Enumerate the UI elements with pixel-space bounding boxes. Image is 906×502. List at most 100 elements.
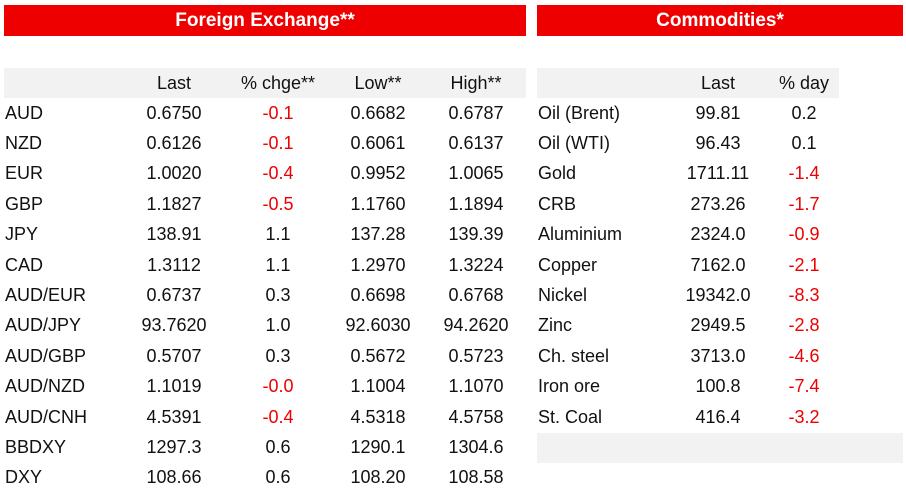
commodities-row-label: Nickel [538,285,588,306]
fx-row-label: NZD [5,133,42,154]
fx-row-low: 92.6030 [345,315,411,336]
fx-row: NZD 0.6126 -0.1 0.6061 0.6137 [4,128,526,159]
commodities-row-label: Zinc [538,315,573,336]
fx-row-last: 1.3112 [147,254,201,275]
fx-row-last: 1.1019 [146,376,202,397]
fx-row-low: 0.6698 [350,285,406,306]
commodities-row: Oil (WTI) 96.43 0.1 [537,128,839,159]
fx-row-label: GBP [5,193,44,214]
commodities-row-last: 100.8 [695,376,741,397]
fx-row-high: 0.5723 [448,345,504,366]
fx-row-high: 94.2620 [443,315,509,336]
commodities-row-chg: -2.8 [788,315,820,336]
fx-row-label: AUD/GBP [5,345,87,366]
commodities-row-chg: -4.6 [788,345,820,366]
commodities-row: Iron ore 100.8 -7.4 [537,371,839,402]
fx-row-last: 0.5707 [146,345,202,366]
fx-row-high: 0.6787 [448,102,504,123]
commodities-row-chg: -7.4 [788,376,820,397]
fx-row-chg: -0.1 [262,102,294,123]
fx-row-high: 0.6137 [448,133,504,154]
commodities-row: St. Coal 416.4 -3.2 [537,401,839,433]
fx-row-last: 138.91 [146,224,202,245]
fx-panel: Foreign Exchange** Last % chge** Low** H… [4,5,526,494]
fx-row-low: 0.6682 [350,102,406,123]
fx-row-high: 1.1070 [448,376,504,397]
commodities-panel: Commodities* Last % day Oil (Brent) 99.81… [537,5,903,463]
commodities-row: Nickel 19342.0 -8.3 [537,280,839,311]
commodities-row-label: Oil (Brent) [538,102,621,123]
commodities-row: CRB 273.26 -1.7 [537,189,839,220]
commodities-row-label: Copper [538,254,598,275]
fx-row: BBDXY 1297.3 0.6 1290.1 1304.6 [4,432,526,463]
fx-row-low: 0.6061 [350,133,406,154]
commodities-row-chg: -1.4 [788,163,820,184]
fx-row-low: 137.28 [350,224,406,245]
commodities-row-label: Gold [538,163,577,184]
fx-title: Foreign Exchange** [4,5,526,36]
commodities-row: Copper 7162.0 -2.1 [537,249,839,281]
fx-row-high: 1.1894 [448,193,504,214]
fx-row-last: 93.7620 [141,315,207,336]
commodities-row-label: CRB [538,193,577,214]
commodities-header-last: Last [700,72,736,93]
fx-row-last: 0.6737 [146,285,202,306]
fx-row-chg: -0.1 [262,133,294,154]
fx-row: AUD/GBP 0.5707 0.3 0.5672 0.5723 [4,341,526,372]
commodities-row: Zinc 2949.5 -2.8 [537,310,839,342]
fx-row: AUD 0.6750 -0.1 0.6682 0.6787 [4,98,526,129]
fx-header-label [4,68,122,98]
fx-row-high: 108.58 [448,467,504,488]
commodities-row-last: 96.43 [695,133,741,154]
fx-row-label: AUD [5,102,44,123]
fx-row-high: 0.6768 [448,285,504,306]
commodities-row-last: 273.26 [690,193,746,214]
commodities-row-chg: -8.3 [788,285,820,306]
fx-row-high: 4.5758 [448,406,504,427]
fx-row: DXY 108.66 0.6 108.20 108.58 [4,462,526,494]
fx-header-row: Last % chge** Low** High** [4,68,526,98]
fx-row-low: 1.1760 [350,193,406,214]
commodities-header-row: Last % day [537,68,839,98]
fx-row-label: JPY [5,224,39,245]
commodities-title: Commodities* [537,5,903,36]
commodities-row-last: 3713.0 [690,345,746,366]
fx-header-last: Last [156,72,192,93]
fx-row-low: 1290.1 [350,436,406,457]
fx-row-last: 1.1827 [146,193,202,214]
fx-row-last: 4.5391 [146,406,202,427]
fx-header-chg: % chge** [240,72,316,93]
commodities-row: Ch. steel 3713.0 -4.6 [537,341,839,372]
fx-row-last: 1297.3 [146,436,202,457]
fx-row: CAD 1.3112 1.1 1.2970 1.3224 [4,249,526,281]
fx-row: EUR 1.0020 -0.4 0.9952 1.0065 [4,158,526,190]
fx-row-high: 1.3224 [448,254,504,275]
fx-header-low: Low** [354,72,402,93]
fx-row-chg: 1.0 [265,315,291,336]
fx-header-high: High** [450,72,502,93]
fx-row-label: BBDXY [5,436,67,457]
commodities-row: Gold 1711.11 -1.4 [537,158,839,190]
commodities-row: Aluminium 2324.0 -0.9 [537,219,839,250]
commodities-row-label: Ch. steel [538,345,610,366]
commodities-body: Oil (Brent) 99.81 0.2 Oil (WTI) 96.43 0.1 Gold… [537,98,839,433]
fx-row-label: DXY [5,467,43,488]
fx-row-low: 0.9952 [350,163,406,184]
fx-row-label: AUD/EUR [5,285,87,306]
commodities-row-last: 19342.0 [685,285,751,306]
commodities-row-last: 99.81 [695,102,741,123]
fx-row-label: AUD/CNH [5,406,88,427]
fx-row-last: 108.66 [146,467,202,488]
fx-row-chg: 0.3 [265,345,291,366]
fx-row-chg: 0.3 [265,285,291,306]
fx-row-low: 0.5672 [350,345,406,366]
commodities-row-chg: -3.2 [788,406,820,427]
commodities-row-last: 7162.0 [690,254,746,275]
commodities-row-label: Iron ore [538,376,601,397]
commodities-footer-band [537,433,903,463]
fx-row-low: 4.5318 [350,406,406,427]
commodities-header-chg: % day [778,72,830,93]
fx-row-chg: 1.1 [265,224,291,245]
fx-row-low: 1.2970 [350,254,406,275]
fx-row-chg: 0.6 [265,467,291,488]
